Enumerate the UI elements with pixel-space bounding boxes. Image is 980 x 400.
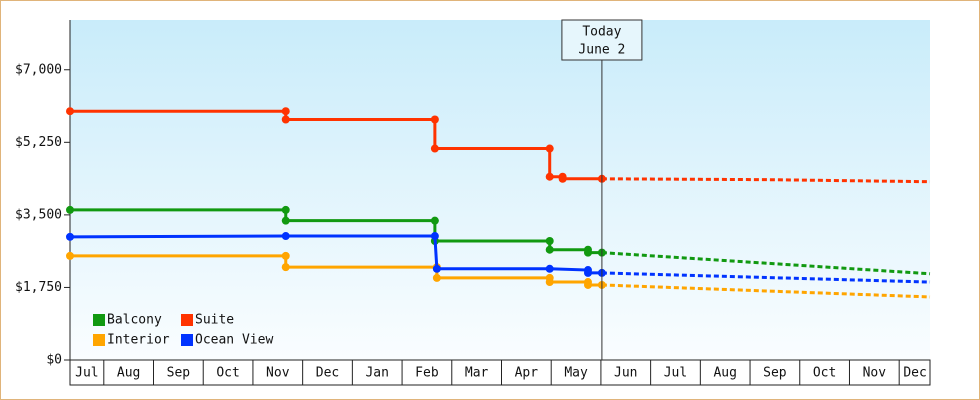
- legend-label: Ocean View: [195, 333, 273, 348]
- price-point: [66, 232, 74, 241]
- legend-swatch: [93, 314, 105, 326]
- price-point: [281, 107, 290, 116]
- x-tick-label: Nov: [266, 366, 290, 381]
- x-tick-label: Sep: [167, 366, 191, 381]
- legend-label: Interior: [107, 333, 170, 348]
- price-point: [281, 205, 290, 214]
- projection-line: [601, 177, 931, 184]
- y-tick-label: $0: [46, 353, 62, 368]
- price-point: [432, 264, 441, 273]
- x-tick-label: Aug: [713, 366, 736, 381]
- price-point: [558, 174, 567, 183]
- price-point: [430, 144, 439, 153]
- price-point: [430, 216, 439, 225]
- legend-swatch: [181, 314, 193, 326]
- price-point: [545, 245, 554, 254]
- plot-area: [70, 20, 930, 360]
- price-point: [66, 205, 74, 214]
- y-tick-label: $7,000: [15, 62, 62, 77]
- today-label: Today: [582, 25, 621, 40]
- price-point: [583, 280, 592, 289]
- x-axis-band: [69, 359, 931, 386]
- y-tick-label: $5,250: [15, 135, 62, 150]
- x-tick-label: Jul: [664, 366, 687, 381]
- price-point: [281, 232, 290, 241]
- projection-line: [601, 271, 931, 284]
- x-tick-label: Dec: [903, 366, 926, 381]
- x-tick-label: Jan: [365, 366, 388, 381]
- projection-line: [601, 283, 931, 299]
- today-box: [561, 19, 643, 61]
- y-tick-label: $3,500: [15, 207, 62, 222]
- price-point: [583, 268, 592, 277]
- price-point: [545, 237, 554, 245]
- x-tick-label: Nov: [863, 366, 887, 381]
- x-tick-label: Sep: [763, 366, 787, 381]
- x-tick-label: Apr: [515, 366, 539, 381]
- price-point: [583, 248, 592, 257]
- legend-swatch: [181, 334, 193, 346]
- price-point: [281, 216, 290, 225]
- legend-label: Balcony: [107, 313, 162, 328]
- x-tick-label: Oct: [216, 366, 239, 381]
- price-point: [545, 144, 554, 153]
- today-date: June 2: [578, 43, 625, 58]
- x-tick-label: Jul: [75, 366, 98, 381]
- price-point: [281, 115, 290, 124]
- price-point: [545, 278, 554, 287]
- price-point: [430, 115, 439, 124]
- x-tick-label: Feb: [415, 366, 439, 381]
- legend-label: Suite: [195, 313, 234, 328]
- price-point: [545, 264, 554, 273]
- price-point: [281, 251, 290, 260]
- price-point: [66, 251, 74, 260]
- x-tick-label: May: [564, 366, 588, 381]
- legend-swatch: [93, 334, 105, 346]
- x-tick-label: Jun: [614, 366, 637, 381]
- x-tick-label: Oct: [813, 366, 836, 381]
- y-tick-label: $1,750: [15, 280, 62, 295]
- price-point: [430, 232, 439, 241]
- projection-line: [601, 251, 931, 276]
- x-tick-label: Mar: [465, 366, 489, 381]
- x-tick-label: Aug: [117, 366, 140, 381]
- price-point: [545, 172, 554, 181]
- price-point: [281, 263, 290, 272]
- price-point: [66, 107, 74, 116]
- price-point: [432, 273, 441, 282]
- x-tick-label: Dec: [316, 366, 339, 381]
